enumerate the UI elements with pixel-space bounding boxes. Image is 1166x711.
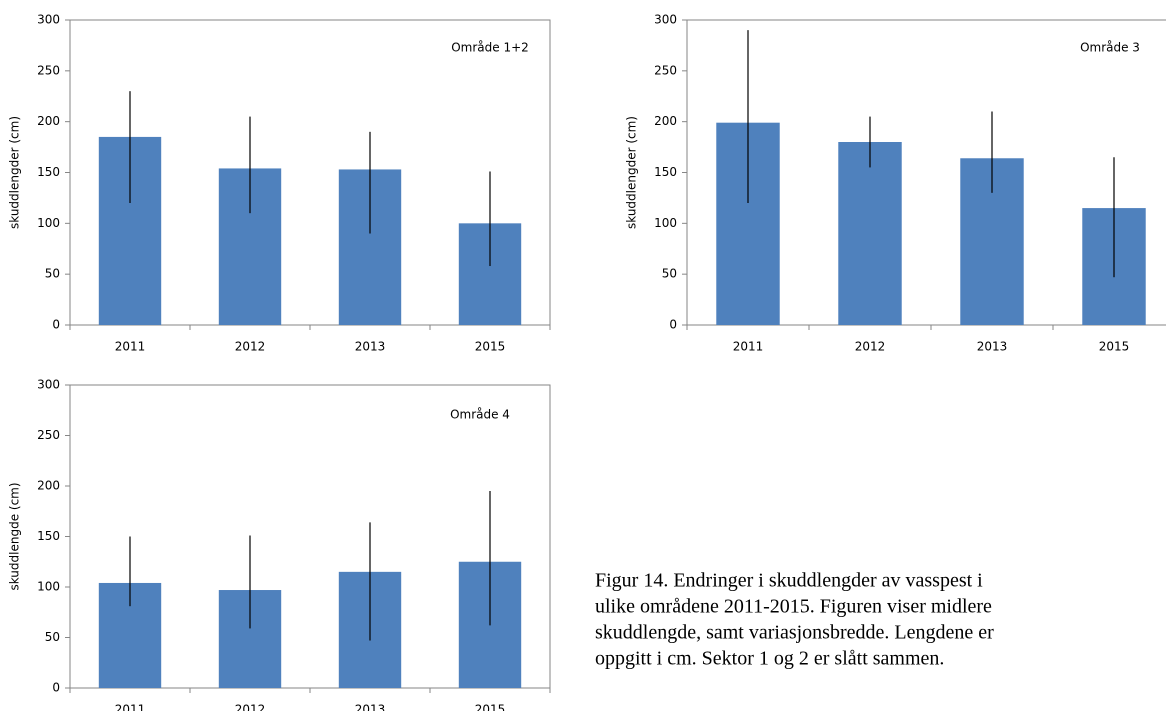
x-tick-label: 2015 [1099, 340, 1130, 354]
y-tick-label: 150 [654, 165, 677, 179]
x-tick-label: 2012 [235, 340, 266, 354]
y-tick-label: 250 [37, 63, 60, 77]
y-tick-label: 0 [52, 681, 60, 695]
x-tick-label: 2015 [475, 703, 506, 711]
y-tick-label: 200 [37, 479, 60, 493]
caption-line: ulike områdene 2011-2015. Figuren viser … [595, 596, 992, 618]
x-tick-label: 2012 [235, 703, 266, 711]
y-tick-label: 0 [52, 318, 60, 332]
y-tick-label: 50 [45, 630, 60, 644]
chart-title: Område 3 [1080, 41, 1140, 55]
x-tick-label: 2013 [977, 340, 1008, 354]
x-tick-label: 2011 [733, 340, 764, 354]
y-tick-label: 300 [37, 378, 60, 392]
x-tick-label: 2011 [115, 340, 146, 354]
y-axis-label: skuddlengder (cm) [8, 116, 22, 229]
y-tick-label: 200 [37, 114, 60, 128]
chart-title: Område 4 [450, 408, 510, 422]
y-tick-label: 100 [37, 216, 60, 230]
y-tick-label: 250 [654, 63, 677, 77]
y-tick-label: 50 [45, 267, 60, 281]
y-tick-label: 250 [37, 428, 60, 442]
y-tick-label: 100 [654, 216, 677, 230]
y-tick-label: 300 [654, 13, 677, 27]
caption-line: oppgitt i cm. Sektor 1 og 2 er slått sam… [595, 648, 944, 670]
caption-line: skuddlengde, samt variasjonsbredde. Leng… [595, 622, 994, 644]
y-tick-label: 50 [662, 267, 677, 281]
x-tick-label: 2012 [855, 340, 886, 354]
y-tick-label: 200 [654, 114, 677, 128]
y-axis-label: skuddlengde (cm) [8, 482, 22, 590]
x-tick-label: 2015 [475, 340, 506, 354]
x-tick-label: 2013 [355, 703, 386, 711]
y-tick-label: 0 [669, 318, 677, 332]
y-axis-label: skuddlengder (cm) [625, 116, 639, 229]
chart-title: Område 1+2 [451, 41, 529, 55]
x-tick-label: 2013 [355, 340, 386, 354]
bar [838, 142, 902, 325]
y-tick-label: 150 [37, 165, 60, 179]
caption-line: Figur 14. Endringer i skuddlengder av va… [595, 570, 983, 592]
x-tick-label: 2011 [115, 703, 146, 711]
y-tick-label: 100 [37, 580, 60, 594]
y-tick-label: 300 [37, 13, 60, 27]
y-tick-label: 150 [37, 529, 60, 543]
